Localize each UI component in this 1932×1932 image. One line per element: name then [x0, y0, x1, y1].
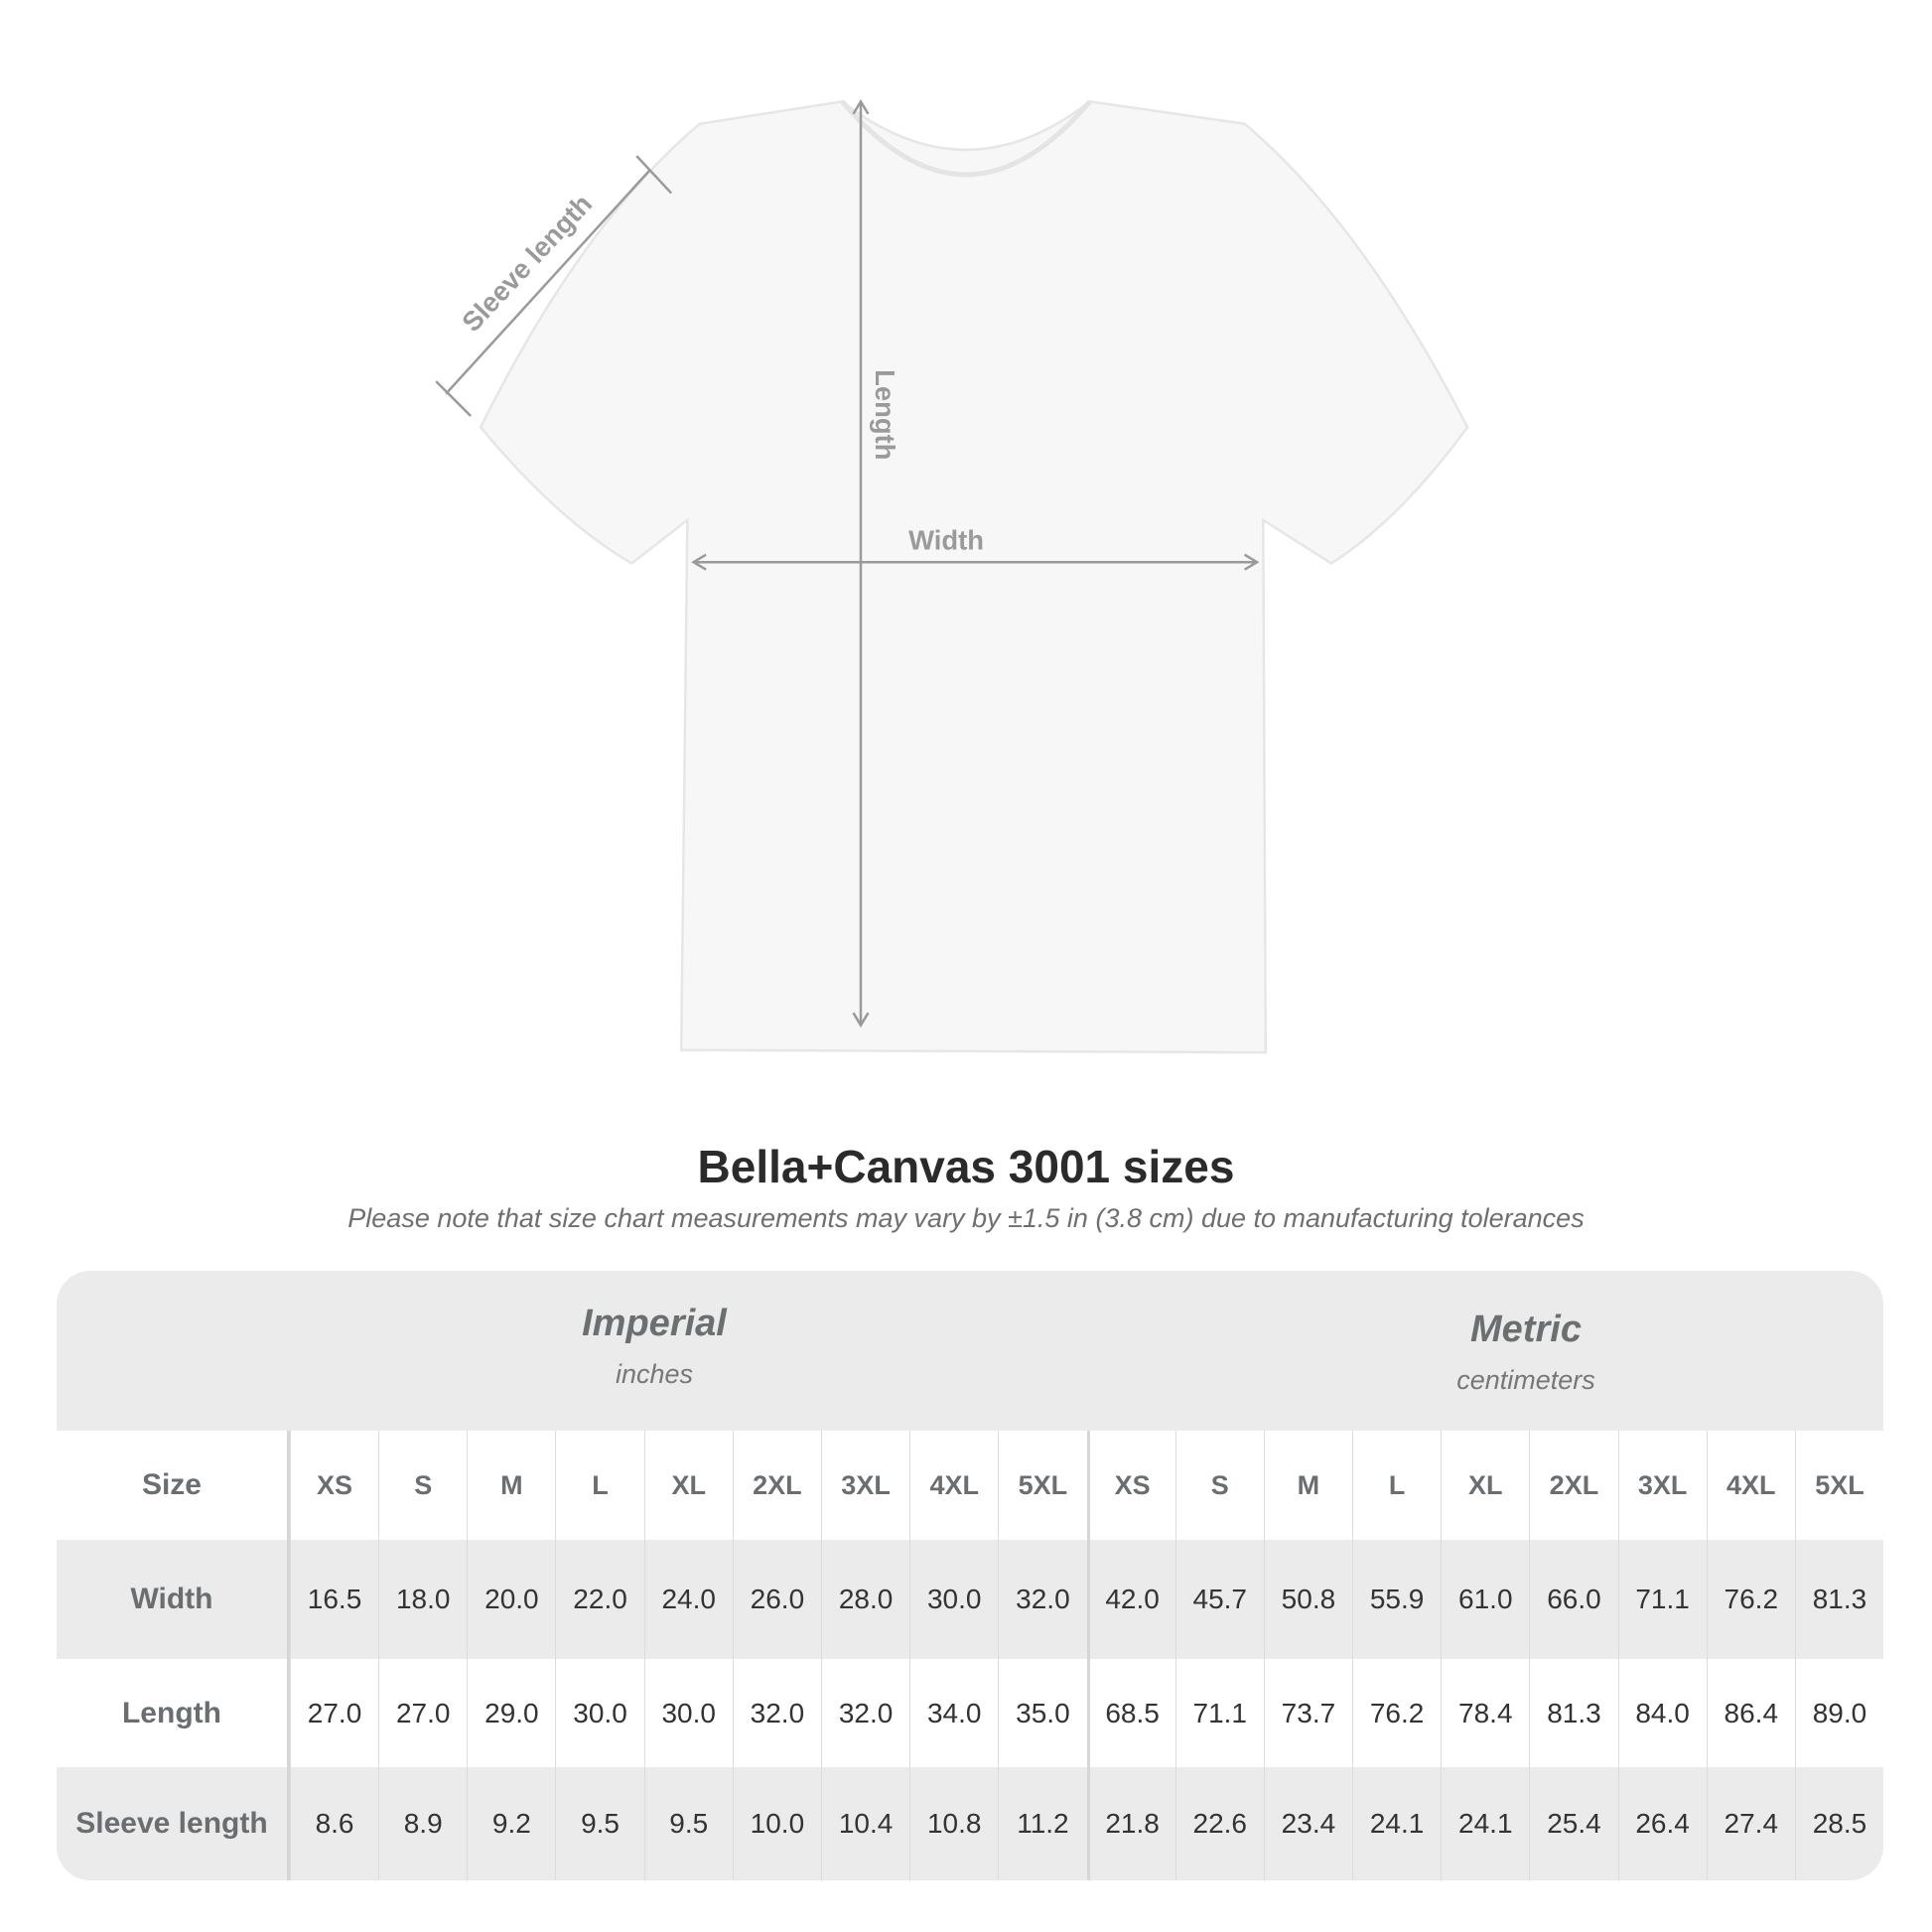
sleeve-measure-line	[445, 169, 651, 395]
value-cell: 10.8	[909, 1767, 998, 1880]
width-label: Width	[908, 525, 984, 556]
value-cell: 9.2	[467, 1767, 555, 1880]
table-row: Width 16.5 18.0 20.0 22.0 24.0 26.0 28.0 30.0 32.…	[57, 1540, 1883, 1659]
value-cell: 81.3	[1794, 1540, 1883, 1659]
value-cell: 73.7	[1263, 1659, 1352, 1767]
value-cell: 71.1	[1617, 1540, 1707, 1659]
metric-title: Metric	[1470, 1309, 1582, 1350]
value-cell: 84.0	[1617, 1659, 1707, 1767]
size-header-cell: 5XL	[998, 1431, 1086, 1540]
value-cell: 23.4	[1263, 1767, 1352, 1880]
value-cell: 8.6	[289, 1767, 378, 1880]
size-header-cell: 5XL	[1794, 1431, 1883, 1540]
value-cell: 45.7	[1174, 1540, 1264, 1659]
value-cell: 61.0	[1441, 1540, 1529, 1659]
value-cell: 8.9	[378, 1767, 467, 1880]
value-cell: 22.6	[1174, 1767, 1264, 1880]
size-header-cell: 2XL	[732, 1431, 821, 1540]
value-cell: 11.2	[998, 1767, 1086, 1880]
value-cell: 32.0	[820, 1659, 909, 1767]
value-cell: 27.0	[378, 1659, 467, 1767]
size-label: Size	[57, 1431, 290, 1540]
size-header-cell: M	[1263, 1431, 1352, 1540]
value-cell: 9.5	[555, 1767, 643, 1880]
value-cell: 16.5	[289, 1540, 378, 1659]
row-label: Sleeve length	[57, 1767, 290, 1880]
length-label: Length	[870, 369, 900, 460]
size-header-cell: XL	[1441, 1431, 1529, 1540]
value-cell: 24.1	[1352, 1767, 1441, 1880]
value-cell: 25.4	[1529, 1767, 1617, 1880]
size-row: Size XS S M L XL 2XL 3XL 4XL 5XL XS S M L XL 2XL 3XL 4XL…	[57, 1431, 1883, 1540]
size-header-cell: 3XL	[820, 1431, 909, 1540]
size-header-cell: 3XL	[1617, 1431, 1707, 1540]
value-cell: 29.0	[467, 1659, 555, 1767]
size-header-cell: 4XL	[1706, 1431, 1795, 1540]
size-header-cell: M	[467, 1431, 555, 1540]
value-cell: 24.0	[643, 1540, 733, 1659]
row-label: Length	[57, 1659, 290, 1767]
value-cell: 27.0	[289, 1659, 378, 1767]
value-cell: 18.0	[378, 1540, 467, 1659]
value-cell: 22.0	[555, 1540, 643, 1659]
value-cell: 10.4	[820, 1767, 909, 1880]
value-cell: 42.0	[1086, 1540, 1175, 1659]
value-cell: 76.2	[1352, 1659, 1441, 1767]
value-cell: 66.0	[1529, 1540, 1617, 1659]
size-header-cell: L	[555, 1431, 643, 1540]
value-cell: 68.5	[1086, 1659, 1175, 1767]
table-row: Sleeve length 8.6 8.9 9.2 9.5 9.5 10.0 10.4 10.8…	[57, 1767, 1883, 1880]
value-cell: 50.8	[1263, 1540, 1352, 1659]
imperial-header: Imperial inches	[356, 1303, 952, 1390]
value-cell: 89.0	[1794, 1659, 1883, 1767]
value-cell: 32.0	[732, 1659, 821, 1767]
value-cell: 30.0	[643, 1659, 733, 1767]
tshirt-measurement-diagram: Sleeve length Length Width	[435, 98, 1469, 1054]
value-cell: 35.0	[998, 1659, 1086, 1767]
size-header-cell: XS	[1086, 1431, 1175, 1540]
value-cell: 9.5	[643, 1767, 733, 1880]
value-cell: 24.1	[1441, 1767, 1529, 1880]
value-cell: 26.4	[1617, 1767, 1707, 1880]
tshirt-image	[479, 99, 1469, 1054]
value-cell: 20.0	[467, 1540, 555, 1659]
table-row: Length 27.0 27.0 29.0 30.0 30.0 32.0 32.0 34.0 35…	[57, 1659, 1883, 1767]
value-cell: 10.0	[732, 1767, 821, 1880]
size-header-cell: L	[1352, 1431, 1441, 1540]
value-cell: 26.0	[732, 1540, 821, 1659]
metric-header: Metric centimeters	[1228, 1309, 1824, 1396]
size-header-cell: XS	[289, 1431, 378, 1540]
row-label: Width	[57, 1540, 290, 1659]
size-header-cell: XL	[643, 1431, 733, 1540]
unit-header: Imperial inches Metric centimeters	[57, 1271, 1883, 1431]
metric-unit: centimeters	[1456, 1365, 1595, 1395]
value-cell: 78.4	[1441, 1659, 1529, 1767]
value-cell: 27.4	[1706, 1767, 1795, 1880]
imperial-title: Imperial	[582, 1303, 727, 1344]
imperial-unit: inches	[615, 1359, 694, 1389]
value-cell: 28.0	[820, 1540, 909, 1659]
size-header-cell: S	[1174, 1431, 1264, 1540]
value-cell: 32.0	[998, 1540, 1086, 1659]
tolerance-note: Please note that size chart measurements…	[347, 1203, 1585, 1233]
value-cell: 71.1	[1174, 1659, 1264, 1767]
value-cell: 30.0	[555, 1659, 643, 1767]
value-cell: 28.5	[1794, 1767, 1883, 1880]
value-cell: 86.4	[1706, 1659, 1795, 1767]
size-header-cell: 2XL	[1529, 1431, 1617, 1540]
value-cell: 55.9	[1352, 1540, 1441, 1659]
value-cell: 76.2	[1706, 1540, 1795, 1659]
size-table: Imperial inches Metric centimeters Size …	[57, 1271, 1883, 1880]
value-cell: 81.3	[1529, 1659, 1617, 1767]
page-title: Bella+Canvas 3001 sizes	[697, 1141, 1235, 1192]
size-header-cell: 4XL	[909, 1431, 998, 1540]
size-header-cell: S	[378, 1431, 467, 1540]
value-cell: 34.0	[909, 1659, 998, 1767]
value-cell: 21.8	[1086, 1767, 1175, 1880]
value-cell: 30.0	[909, 1540, 998, 1659]
